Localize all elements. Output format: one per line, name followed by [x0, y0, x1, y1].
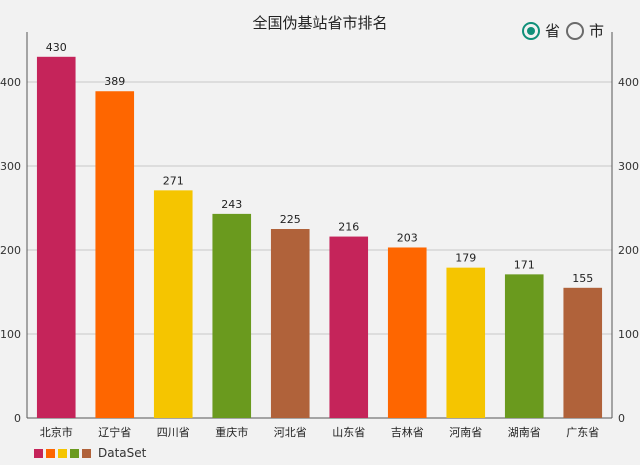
y-tick-label-left: 300 [0, 160, 21, 173]
bar [270, 229, 310, 418]
x-tick-label: 河南省 [449, 426, 482, 439]
bar [153, 190, 193, 418]
radio-option-city[interactable]: 市 [566, 20, 604, 41]
x-tick-label: 广东省 [566, 426, 599, 439]
bar [563, 287, 603, 418]
bar-value-label: 243 [221, 198, 242, 211]
bar [95, 91, 135, 419]
bar-value-label: 430 [46, 41, 67, 54]
y-tick-label-left: 400 [0, 76, 21, 89]
y-tick-label-left: 0 [14, 412, 21, 425]
x-tick-label: 湖南省 [508, 426, 541, 439]
radio-checked-icon[interactable] [522, 21, 540, 40]
x-tick-label: 北京市 [40, 425, 73, 439]
y-tick-label-right: 400 [618, 76, 639, 89]
x-tick-label: 山东省 [332, 426, 365, 439]
region-toggle: 省 市 [522, 20, 610, 41]
x-tick-label: 重庆市 [215, 425, 248, 439]
bar [212, 213, 252, 418]
legend-swatch [82, 448, 91, 458]
x-tick-label: 四川省 [157, 426, 190, 439]
bar-value-label: 389 [104, 75, 125, 88]
x-tick-label: 河北省 [274, 426, 307, 439]
bar [446, 267, 486, 418]
bar-value-label: 179 [455, 252, 476, 265]
bar [387, 247, 427, 418]
bar-value-label: 271 [163, 174, 184, 187]
x-tick-label: 辽宁省 [98, 425, 131, 439]
y-tick-label-right: 0 [618, 412, 625, 425]
y-tick-label-right: 100 [618, 328, 639, 341]
legend-swatch [58, 448, 67, 458]
y-tick-label-right: 200 [618, 244, 639, 257]
y-tick-label-left: 200 [0, 244, 21, 257]
bar-value-label: 225 [280, 213, 301, 226]
legend-swatch [70, 448, 79, 458]
bar [36, 56, 76, 419]
bar-value-label: 155 [572, 272, 593, 285]
legend-swatch [34, 448, 43, 458]
legend-label: DataSet [98, 446, 147, 460]
y-tick-label-right: 300 [618, 160, 639, 173]
chart-title: 全国伪基站省市排名 [252, 14, 388, 32]
chart-legend: DataSet [34, 446, 146, 460]
bar [504, 274, 544, 418]
y-tick-label-left: 100 [0, 328, 21, 341]
radio-label-province: 省 [545, 22, 561, 40]
bar-value-label: 171 [514, 258, 535, 271]
bar-value-label: 216 [338, 221, 359, 234]
x-tick-label: 吉林省 [391, 425, 424, 439]
radio-label-city: 市 [589, 22, 605, 40]
legend-swatch [46, 448, 55, 458]
bar-value-label: 203 [397, 231, 418, 244]
radio-option-province[interactable]: 省 [522, 20, 560, 41]
radio-unchecked-icon[interactable] [566, 21, 585, 40]
bar [329, 236, 369, 418]
